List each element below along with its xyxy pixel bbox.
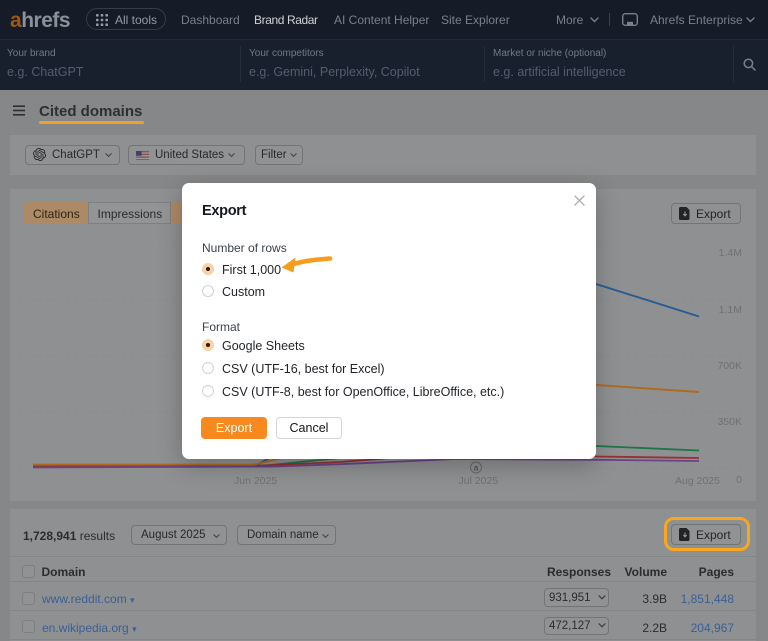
svg-text:a: a: [474, 464, 479, 473]
